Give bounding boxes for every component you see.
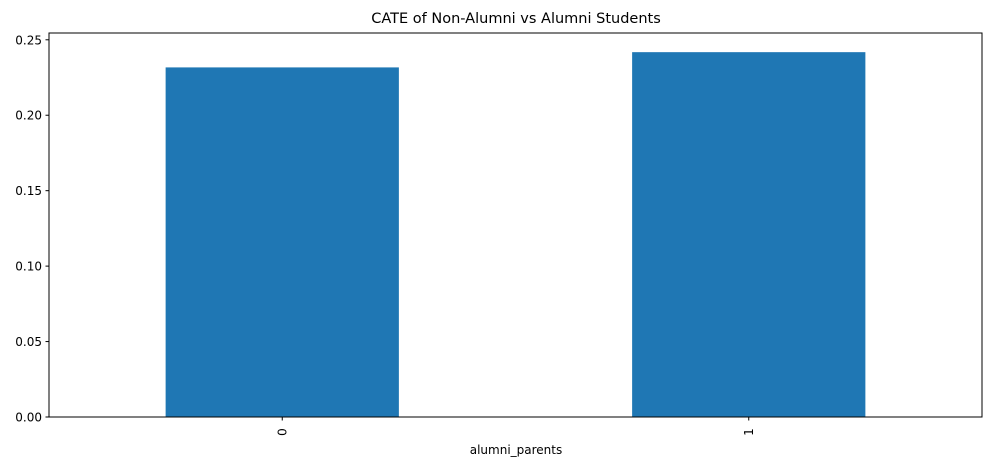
bar-0 bbox=[165, 67, 399, 417]
x-tick-label: 1 bbox=[742, 428, 756, 436]
y-tick-label: 0.25 bbox=[15, 33, 42, 47]
chart-title: CATE of Non-Alumni vs Alumni Students bbox=[371, 11, 661, 27]
bar-1 bbox=[632, 52, 866, 417]
y-tick-label: 0.10 bbox=[15, 260, 42, 274]
y-tick-label: 0.20 bbox=[15, 109, 42, 123]
y-tick-label: 0.15 bbox=[15, 184, 42, 198]
x-axis-label: alumni_parents bbox=[470, 443, 563, 457]
x-tick-label: 0 bbox=[275, 428, 289, 436]
y-tick-label: 0.00 bbox=[15, 411, 42, 425]
plot-frame bbox=[48, 32, 983, 418]
y-tick-label: 0.05 bbox=[15, 335, 42, 349]
plot-area: 0.00 0.05 0.10 0.15 0.20 0.25 0 1 bbox=[15, 32, 983, 436]
